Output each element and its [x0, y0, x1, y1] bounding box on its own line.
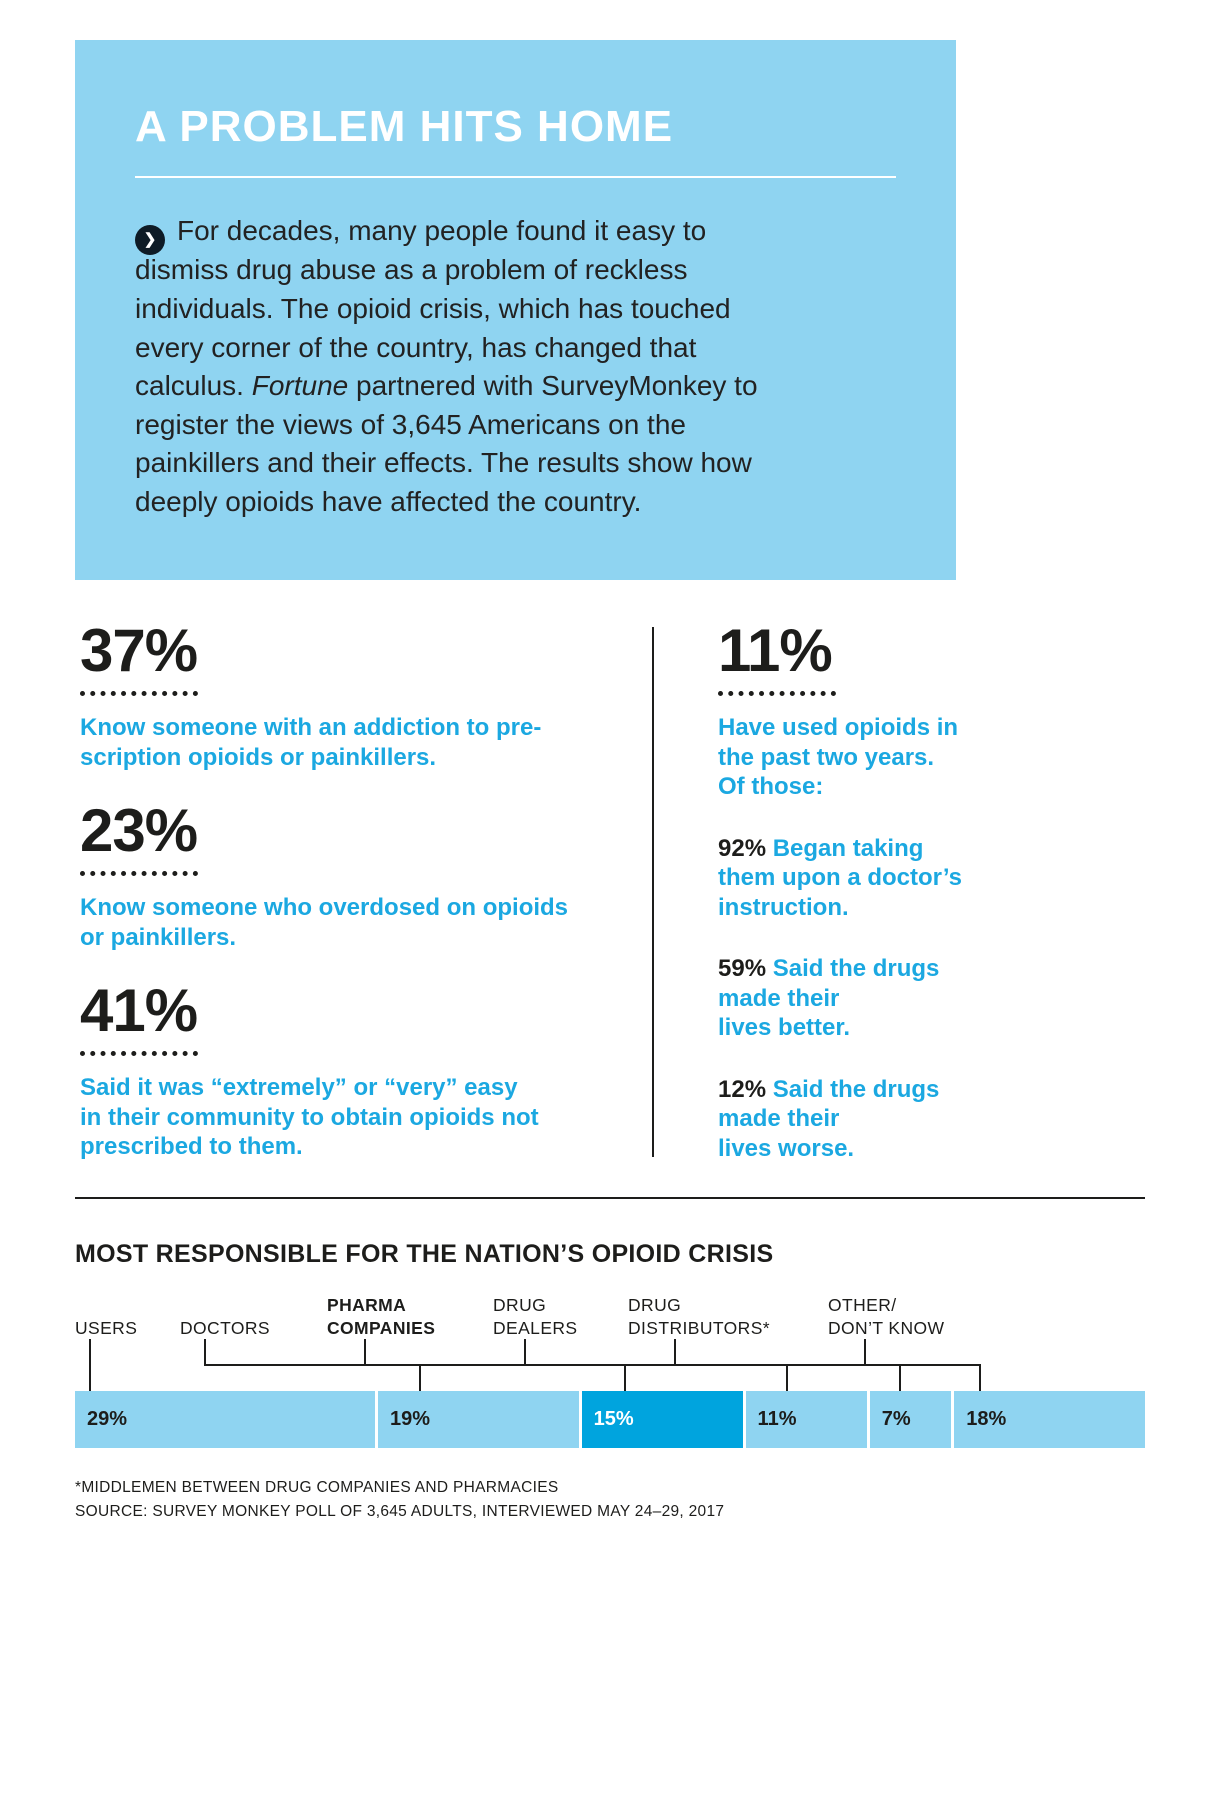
- title-rule: [135, 176, 896, 178]
- intro-text-tail: partnered with SurveyMonkey to register …: [135, 370, 758, 518]
- dotted-rule: [718, 691, 836, 696]
- arrow-bullet-icon: ❯: [135, 225, 165, 256]
- section-divider: [75, 1197, 1145, 1199]
- bar-segment-value: 29%: [87, 1408, 128, 1430]
- dotted-rule: [80, 1051, 198, 1057]
- page-title: A PROBLEM HITS HOME: [135, 102, 674, 151]
- intro-text-lead: For decades, many people found it easy t…: [135, 215, 731, 402]
- footnote-source: SOURCE: SURVEY MONKEY POLL OF 3,645 ADUL…: [75, 1503, 725, 1521]
- stats-right-column: 11% Have used opioids in the past two ye…: [718, 617, 980, 1164]
- dotted-rule: [80, 691, 198, 696]
- substat-value: 59%: [718, 955, 767, 983]
- connector-line: [204, 1339, 421, 1391]
- category-label: USERS: [75, 1317, 138, 1338]
- bar-segment-value: 15%: [593, 1408, 634, 1430]
- substat-block: 59% Said the drugs made their lives bett…: [718, 954, 980, 1043]
- bar-segment-value: 18%: [966, 1408, 1007, 1430]
- substat-value: 92%: [718, 834, 767, 862]
- category-label: DOCTORS: [180, 1317, 270, 1338]
- stat-block: 41% Said it was “extremely” or “very” ea…: [80, 977, 628, 1162]
- bar-segment: 18%: [954, 1391, 1145, 1448]
- label-connectors: [89, 1339, 981, 1391]
- stat-block: 37% Know someone with an addiction to pr…: [80, 617, 628, 772]
- stat-value: 41%: [80, 977, 198, 1045]
- stat-label: Have used opioids in the past two years.…: [718, 714, 959, 801]
- connector-line: [674, 1339, 901, 1391]
- intro-text-italic: Fortune: [251, 370, 349, 402]
- stat-label: Said it was “extremely” or “very” easy i…: [80, 1074, 539, 1161]
- connector-line: [864, 1339, 981, 1391]
- bar-segment-value: 11%: [757, 1408, 797, 1430]
- substat-value: 12%: [718, 1075, 767, 1103]
- substat-label: Said the drugs made their lives worse.: [718, 1075, 940, 1162]
- stat-value: 11%: [718, 617, 833, 684]
- bar-segment: 15%: [581, 1391, 743, 1448]
- footnotes: *MIDDLEMEN BETWEEN DRUG COMPANIES AND PH…: [75, 1476, 1145, 1524]
- category-labels: USERS DOCTORS PHARMA COMPANIES DRUG DEALERS…: [75, 1293, 1145, 1339]
- bar-segment: 7%: [869, 1391, 952, 1448]
- chart-section: MOST RESPONSIBLE FOR THE NATION’S OPIOID…: [75, 1240, 1145, 1524]
- stat-label: Know someone who overdosed on opioids or…: [80, 894, 569, 951]
- substat-label: Said the drugs made their lives better.: [718, 955, 940, 1042]
- substat-block: 12% Said the drugs made their lives wors…: [718, 1075, 980, 1164]
- stats-section: 37% Know someone with an addiction to pr…: [75, 617, 1145, 1177]
- bar-segment: 19%: [377, 1391, 579, 1448]
- substat-block: 92% Began taking them upon a doctor’s in…: [718, 834, 980, 923]
- stacked-bar: 29% 19% 15% 11% 7% 18%: [75, 1391, 1145, 1448]
- category-label: DRUG DISTRIBUTORS*: [628, 1295, 770, 1338]
- chart-title: MOST RESPONSIBLE FOR THE NATION’S OPIOID…: [75, 1240, 774, 1268]
- substat-label: Began taking them upon a doctor’s instru…: [718, 834, 963, 921]
- stat-value: 23%: [80, 797, 198, 865]
- bar-segment-value: 7%: [881, 1408, 911, 1430]
- footnote-asterisk: *MIDDLEMEN BETWEEN DRUG COMPANIES AND PH…: [75, 1479, 559, 1496]
- column-divider: [652, 627, 654, 1157]
- stat-value: 37%: [80, 617, 198, 684]
- dotted-rule: [80, 871, 198, 877]
- intro-paragraph: ❯ For decades, many people found it easy …: [135, 212, 803, 522]
- stat-block: 23% Know someone who overdosed on opioid…: [80, 797, 628, 952]
- category-label: DRUG DEALERS: [493, 1295, 578, 1338]
- stat-label: Know someone with an addiction to pre- s…: [80, 714, 542, 771]
- bar-segment: 29%: [75, 1391, 375, 1448]
- hero-panel: A PROBLEM HITS HOME ❯ For decades, many p…: [75, 40, 956, 580]
- category-label: PHARMA COMPANIES: [327, 1295, 436, 1338]
- connector-line: [364, 1339, 626, 1391]
- connector-line: [524, 1339, 788, 1391]
- bar-segment: 11%: [745, 1391, 867, 1448]
- stat-block: 11% Have used opioids in the past two ye…: [718, 617, 980, 802]
- bar-segment-value: 19%: [389, 1408, 430, 1430]
- stats-left-column: 37% Know someone with an addiction to pr…: [80, 617, 628, 1192]
- category-label: OTHER/ DON’T KNOW: [828, 1295, 945, 1338]
